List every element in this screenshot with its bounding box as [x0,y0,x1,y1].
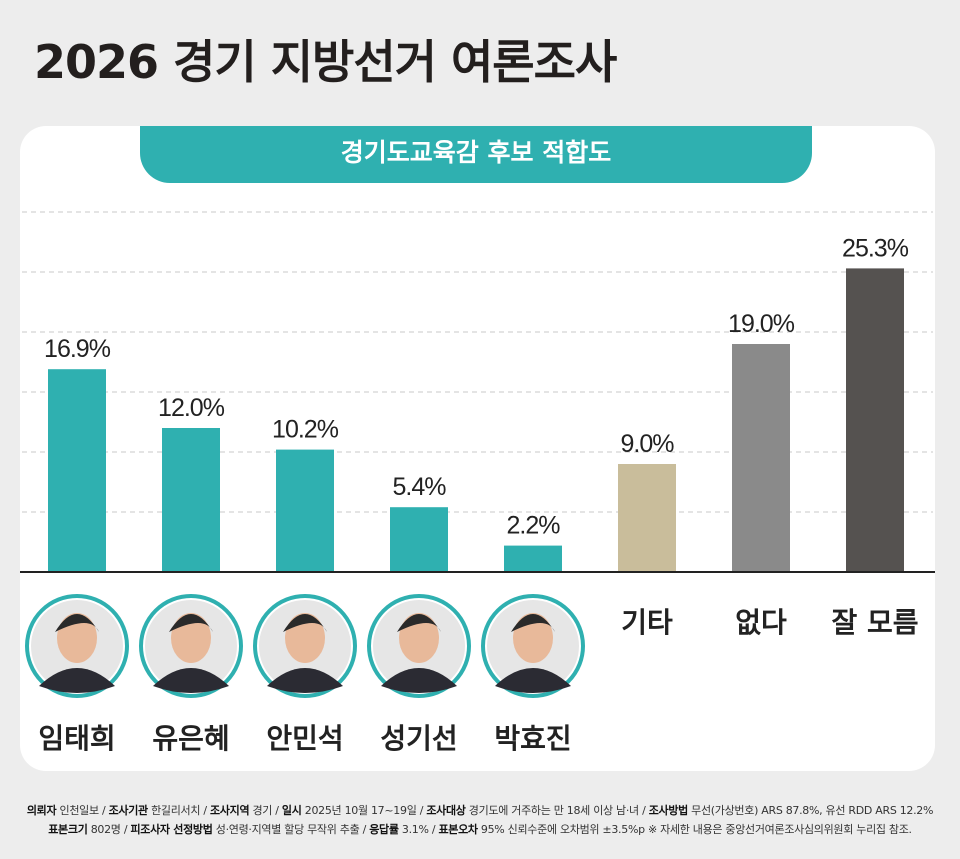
category-label: 잘 모름 [831,606,918,639]
candidate-suit [153,668,229,693]
page-title: 2026 경기 지방선거 여론조사 [34,35,617,89]
candidate-hair [511,614,555,632]
bar [846,268,904,572]
category-label: 성기선 [380,722,457,755]
candidate-hair [169,614,213,632]
bar [48,369,106,572]
candidate-suit [381,668,457,693]
footer-key: 응답률 [369,823,399,836]
footer-note: ※ 자세한 내용은 중앙선거여론조사심의위원회 누리집 참조. [644,823,912,836]
footer-key: 피조사자 선정방법 [130,823,213,836]
bar [162,428,220,572]
candidate-hair [55,614,99,632]
footer-line-1: 의뢰자 인천일보 / 조사기관 한길리서치 / 조사지역 경기 / 일시 202… [26,804,934,817]
bar [390,507,448,572]
candidate-hair [397,614,441,632]
candidate-suit [495,668,571,693]
data-label: 25.3% [842,234,909,262]
category-label: 유은혜 [152,722,229,755]
footer-value: 3.1% [398,823,429,836]
category-label: 없다 [735,606,787,639]
candidate-suit [39,668,115,693]
bar-chart: 16.9% 임태희 12.0% 유은혜 10.2% 안민석 5.4% 성기선 2.2% 박효진 9.… [20,211,935,755]
footer-key: 조사대상 [426,804,466,817]
footer-value: 한길리서치 [147,804,201,817]
footer-key: 표본오차 [438,823,478,836]
bar [504,545,562,572]
footer-line-2: 표본크기 802명 / 피조사자 선정방법 성·연령·지역별 할당 무작위 추출… [48,823,912,836]
bar [732,344,790,572]
footer-key: 일시 [281,804,302,817]
category-label: 기타 [621,606,673,639]
footer-key: 조사기관 [108,804,149,817]
data-label: 10.2% [272,416,339,444]
footer-value: 802명 [87,823,121,836]
bar [618,464,676,572]
footer-value: 경기도에 거주하는 만 18세 이상 남·녀 [465,804,639,817]
footer-key: 의뢰자 [26,804,57,817]
data-label: 16.9% [44,335,111,363]
footer-key: 조사지역 [209,804,250,817]
footer-value: 인천일보 [56,804,99,817]
chart-title: 경기도교육감 후보 적합도 [140,126,812,183]
footer-value: 무선(가상번호) ARS 87.8%, 유선 RDD ARS 12.2% [687,804,934,817]
candidate-suit [267,668,343,693]
data-label: 5.4% [393,473,447,501]
footer-value: 성·연령·지역별 할당 무작위 추출 [212,823,360,836]
footer-value: 2025년 10월 17~19일 [301,804,417,817]
bar [276,449,334,572]
category-label: 임태희 [38,722,115,755]
data-label: 12.0% [158,394,225,422]
footer-key: 조사방법 [648,804,689,817]
data-label: 9.0% [621,430,675,458]
footer-value: 95% 신뢰수준에 오차범위 ±3.5%p [477,823,645,836]
footer-key: 표본크기 [48,823,88,836]
data-label: 19.0% [728,310,795,338]
candidate-hair [283,614,327,632]
category-label: 안민석 [266,722,343,755]
footer-value: 경기 [249,804,273,817]
category-label: 박효진 [494,722,571,755]
data-label: 2.2% [507,512,561,540]
